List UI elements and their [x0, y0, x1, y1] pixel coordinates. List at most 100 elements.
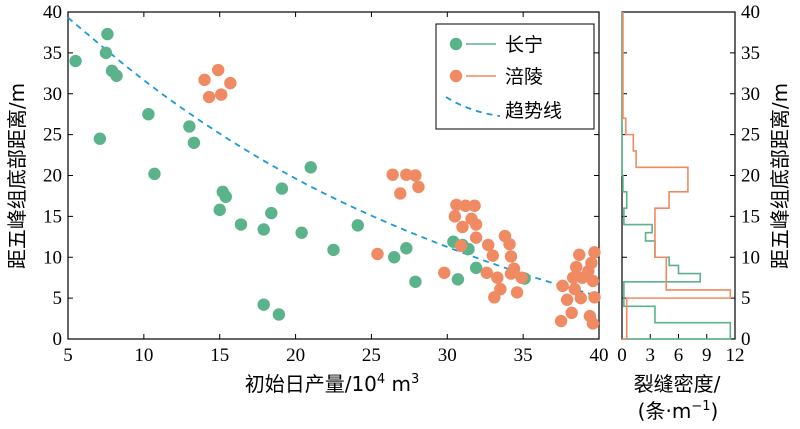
- x-tick-label: 5: [63, 345, 73, 366]
- hist-label-unit: (条·m: [638, 399, 692, 423]
- fuling-point: [573, 248, 586, 261]
- fuling-point: [459, 199, 472, 212]
- x-label-exp4: 4: [377, 372, 385, 387]
- changning-point: [187, 136, 201, 149]
- changning-point: [275, 182, 289, 195]
- fuling-point: [438, 266, 451, 279]
- changning-point: [351, 219, 364, 232]
- fuling-point: [556, 279, 569, 293]
- fuling-point: [394, 187, 407, 200]
- scatter-x-axis-label: 初始日产量/104 m3: [245, 372, 420, 396]
- fuling-point: [570, 260, 583, 274]
- changning-point: [272, 308, 286, 321]
- fuling-point: [450, 198, 463, 212]
- fuling-point: [515, 271, 528, 284]
- changning-point: [295, 226, 308, 239]
- changning-point: [257, 298, 270, 311]
- fuling-point: [371, 247, 384, 261]
- x-label-unit: m: [385, 372, 411, 396]
- fuling-point: [454, 239, 468, 253]
- changning-point: [234, 218, 248, 231]
- fuling-point: [504, 267, 518, 280]
- changning-point: [213, 203, 226, 217]
- fuling-point: [468, 199, 481, 212]
- fuling-point: [503, 237, 516, 251]
- legend-trend-line: [445, 96, 501, 117]
- histogram-x-label-line2: (条·m−1): [638, 399, 719, 423]
- x-tick-label: 30: [438, 345, 457, 366]
- scatter-x-ticks: 5 10 15 20 25 30 35 40: [63, 12, 609, 366]
- changning-point: [400, 242, 413, 255]
- fuling-point: [510, 286, 524, 299]
- changning-points: [69, 27, 531, 321]
- x-tick-label: 35: [514, 345, 533, 366]
- fuling-point: [554, 314, 568, 328]
- hist-label-exp: −1: [691, 399, 710, 414]
- fuling-point: [202, 90, 216, 104]
- changning-point: [387, 251, 401, 264]
- changning-point: [183, 120, 196, 133]
- hist-y-tick-label: 40: [741, 2, 760, 23]
- y-tick-label: 30: [43, 84, 62, 105]
- y-tick-label: 40: [43, 2, 62, 23]
- changning-point: [101, 27, 114, 41]
- hist-y-tick-label: 10: [741, 247, 760, 268]
- hist-x-tick-label: 6: [674, 345, 684, 366]
- x-tick-label: 25: [362, 345, 381, 366]
- fuling-point: [215, 88, 228, 101]
- fuling-point: [456, 220, 469, 234]
- hist-y-tick-label: 0: [741, 329, 751, 350]
- legend-fuling-label: 涪陵: [505, 66, 543, 88]
- fuling-point: [486, 249, 499, 262]
- changning-point: [257, 223, 270, 236]
- changning-point: [469, 261, 483, 275]
- fuling-point: [586, 274, 600, 288]
- changning-point: [142, 107, 155, 121]
- changning-point: [409, 275, 422, 288]
- y-tick-label: 5: [53, 288, 63, 309]
- y-tick-label: 10: [43, 247, 62, 268]
- x-tick-label: 40: [590, 345, 609, 366]
- legend-fuling-marker: [449, 69, 463, 83]
- y-tick-label: 25: [43, 125, 62, 146]
- hist-x-tick-label: 3: [646, 345, 656, 366]
- legend-changning-marker: [449, 37, 463, 51]
- hist-label-close: ): [711, 399, 719, 423]
- fuling-point: [574, 291, 587, 305]
- hist-y-tick-label: 35: [741, 43, 760, 64]
- legend-box: [435, 23, 595, 130]
- fuling-point: [585, 256, 598, 270]
- hist-y-tick-label: 25: [741, 125, 760, 146]
- fuling-point: [567, 271, 580, 284]
- fuling-points: [198, 63, 601, 330]
- legend-changning-label: 长宁: [505, 34, 543, 56]
- hist-x-tick-label: 0: [617, 345, 627, 366]
- y-tick-label: 0: [53, 329, 63, 350]
- histogram-y-axis-label: 距五峰组底部距离/m: [768, 83, 792, 269]
- hist-y-tick-label: 30: [741, 84, 760, 105]
- fuling-point: [568, 282, 581, 296]
- y-tick-label: 35: [43, 43, 62, 64]
- changning-point: [451, 273, 465, 286]
- scatter-y-ticks: 0 5 10 15 20 25 30 35 40: [43, 2, 599, 350]
- histogram-y-ticks: 0 5 10 15 20 25 30 35 40: [622, 2, 760, 350]
- fuling-point: [224, 76, 237, 90]
- x-label-main: 初始日产量/10: [245, 372, 377, 396]
- fuling-point: [469, 218, 483, 231]
- changning-point: [304, 161, 317, 174]
- fuling-point: [400, 168, 413, 181]
- changning-point: [110, 69, 123, 82]
- fuling-density-step: [622, 12, 732, 340]
- changning-point: [265, 206, 278, 220]
- changning-point: [69, 54, 82, 68]
- fuling-point: [504, 250, 518, 263]
- scatter-y-axis-label: 距五峰组底部距离/m: [5, 83, 29, 269]
- hist-y-tick-label: 15: [741, 206, 760, 227]
- hist-y-tick-label: 20: [741, 166, 760, 187]
- x-label-exp3: 3: [411, 372, 419, 387]
- changning-point: [99, 46, 113, 60]
- trend-line: [67, 17, 600, 298]
- fuling-point: [588, 291, 601, 304]
